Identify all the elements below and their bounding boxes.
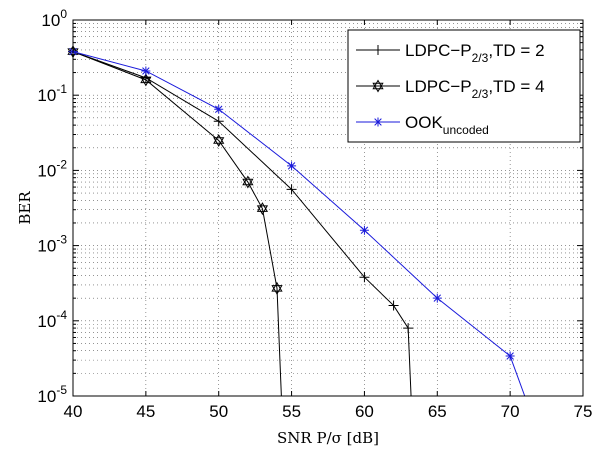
legend-marker bbox=[372, 79, 384, 93]
series-line bbox=[72, 51, 526, 397]
legend-item: LDPC−P2/3,TD = 4 bbox=[356, 77, 545, 101]
data-point bbox=[214, 104, 224, 114]
x-tick-labels: 40 45 50 55 60 65 70 75 bbox=[64, 402, 593, 421]
x-tick-label: 70 bbox=[501, 402, 520, 421]
y-tick-label: 100 bbox=[41, 7, 67, 30]
data-point bbox=[256, 202, 269, 216]
legend-marker bbox=[373, 117, 383, 127]
y-tick-label: 10-4 bbox=[37, 308, 67, 331]
series-line bbox=[72, 51, 412, 397]
data-point bbox=[287, 161, 297, 171]
data-point bbox=[141, 66, 151, 76]
data-point bbox=[505, 351, 515, 361]
legend-label: LDPC−P2/3,TD = 2 bbox=[405, 41, 545, 65]
data-point bbox=[359, 272, 370, 283]
series-line bbox=[72, 51, 282, 397]
x-tick-label: 75 bbox=[574, 402, 593, 421]
x-tick-label: 60 bbox=[355, 402, 374, 421]
data-point bbox=[242, 175, 254, 189]
y-axis-label: BER bbox=[16, 191, 34, 225]
x-tick-label: 45 bbox=[136, 402, 155, 421]
series-1 bbox=[68, 46, 414, 397]
legend-marker bbox=[373, 45, 383, 55]
x-tick-label: 65 bbox=[428, 402, 447, 421]
legend: LDPC−P2/3,TD = 2 LDPC−P2/3,TD = 4 OOKuncod… bbox=[347, 29, 581, 143]
data-point bbox=[271, 281, 283, 295]
data-point bbox=[432, 293, 442, 303]
y-tick-label: 10-3 bbox=[37, 233, 67, 256]
data-point bbox=[140, 73, 152, 87]
tick-marks bbox=[72, 19, 584, 397]
x-axis-label: SNR P/σ [dB] bbox=[277, 429, 379, 447]
data-point bbox=[213, 133, 225, 147]
data-point bbox=[286, 184, 297, 195]
plot-frame bbox=[72, 19, 584, 397]
x-tick-label: 50 bbox=[209, 402, 228, 421]
y-tick-label: 10-2 bbox=[37, 157, 67, 180]
data-point bbox=[388, 300, 399, 311]
x-tick-label: 55 bbox=[282, 402, 301, 421]
data-point bbox=[213, 116, 224, 127]
y-tick-labels: 10-5 10-4 10-3 10-2 10-1 100 bbox=[37, 7, 67, 406]
data-point bbox=[359, 225, 369, 235]
legend-label: LDPC−P2/3,TD = 4 bbox=[405, 77, 545, 101]
x-tick-label: 40 bbox=[64, 402, 83, 421]
y-tick-label: 10-5 bbox=[37, 383, 67, 406]
data-point bbox=[403, 323, 414, 334]
legend-item: OOKuncoded bbox=[356, 113, 489, 137]
y-tick-label: 10-1 bbox=[37, 82, 67, 105]
legend-label: OOKuncoded bbox=[405, 113, 489, 137]
legend-item: LDPC−P2/3,TD = 2 bbox=[356, 41, 545, 65]
